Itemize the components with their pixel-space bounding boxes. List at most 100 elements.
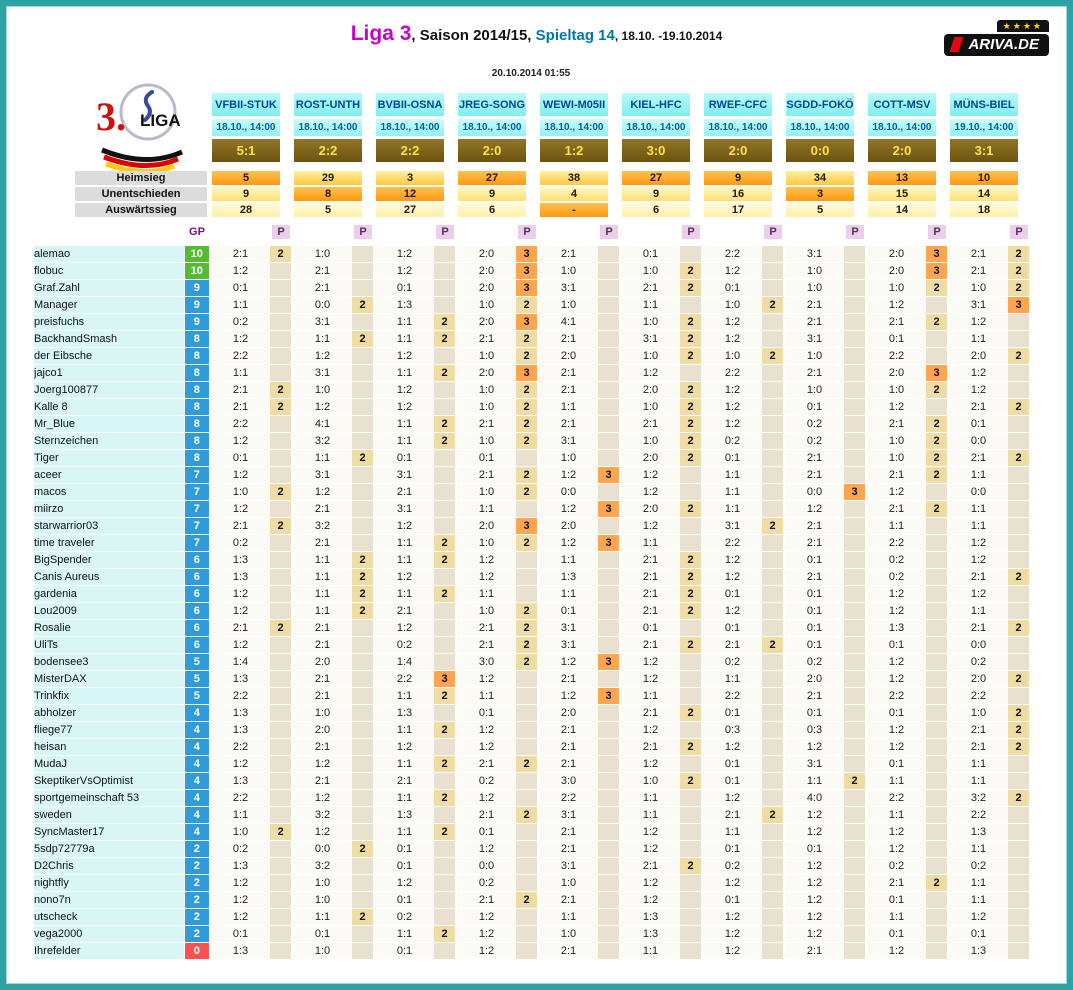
tip-points-cell [434, 704, 457, 722]
tip-cell: 1:2 [291, 823, 352, 841]
tip-cell: 1:1 [291, 908, 352, 926]
tip-cell: 0:2 [373, 908, 434, 926]
tip-cell: 1:1 [373, 755, 434, 773]
tip-points-cell: 2 [1008, 619, 1031, 637]
tip-points-cell [516, 585, 539, 603]
tip-cell: 1:2 [209, 262, 270, 280]
tip-cell: 1:0 [209, 483, 270, 501]
tip-cell: 3:1 [701, 517, 762, 535]
tip-cell: 1:0 [291, 874, 352, 892]
tip-cell: 1:3 [209, 551, 270, 569]
tip-cell: 0:2 [783, 432, 844, 450]
tip-cell: 0:1 [783, 619, 844, 637]
tip-cell: 1:1 [373, 432, 434, 450]
player-total-points: 4 [183, 806, 210, 824]
tip-cell: 0:2 [701, 653, 762, 671]
tip-points-cell [434, 517, 457, 535]
tip-points-cell [516, 857, 539, 875]
tip-points-cell [844, 840, 867, 858]
tip-points-cell [270, 908, 293, 926]
tip-cell: 1:2 [865, 602, 926, 620]
tip-points-cell [434, 398, 457, 416]
tip-cell: 0:1 [783, 398, 844, 416]
tip-points-cell: 2 [680, 857, 703, 875]
tip-cell: 2:1 [209, 619, 270, 637]
tip-points-cell: 2 [762, 296, 785, 314]
tip-cell: 2:0 [619, 449, 680, 467]
tip-cell: 0:2 [865, 568, 926, 586]
player-row: nightfly 2 1:2 1:0 1:2 0:2 1:0 1:2 1:2 1:2 2:1 2 1:1 [34, 874, 1031, 892]
tip-points-cell [844, 568, 867, 586]
tip-points-cell [1008, 330, 1031, 348]
tip-cell: 0:1 [701, 704, 762, 722]
tip-points-cell: 2 [680, 449, 703, 467]
tip-points-cell [1008, 381, 1031, 399]
tip-points-cell: 3 [926, 262, 949, 280]
tip-cell: 0:1 [701, 772, 762, 790]
tip-cell: 2:0 [947, 670, 1008, 688]
tip-cell: 0:2 [209, 534, 270, 552]
tip-cell: 1:2 [373, 874, 434, 892]
tip-cell: 2:1 [291, 687, 352, 705]
player-row: BigSpender 6 1:3 1:1 2 1:1 2 1:2 1:1 2:1 2 1:2 0:1 0:… [34, 551, 1031, 569]
tip-cell: 1:1 [455, 585, 516, 603]
tip-cell: 0:1 [701, 891, 762, 909]
tip-points-cell [926, 568, 949, 586]
tip-points-cell [926, 772, 949, 790]
tip-cell: 1:1 [373, 585, 434, 603]
tip-points-cell [598, 789, 621, 807]
tip-cell: 0:1 [947, 925, 1008, 943]
tip-points-cell [270, 262, 293, 280]
tip-cell: 3:1 [373, 500, 434, 518]
tip-cell: 1:2 [865, 585, 926, 603]
tip-cell: 2:1 [537, 381, 598, 399]
tip-points-cell [270, 891, 293, 909]
tip-points-cell [1008, 313, 1031, 331]
player-total-points: 6 [183, 551, 210, 569]
player-name: aceer [34, 466, 184, 484]
tip-cell: 0:3 [783, 721, 844, 739]
tip-cell: 0:1 [865, 636, 926, 654]
match-date: 18.10., 14:00 [786, 119, 854, 136]
tip-points-cell [598, 313, 621, 331]
tip-cell: 0:1 [783, 585, 844, 603]
tip-cell: 2:1 [619, 636, 680, 654]
tip-cell: 0:1 [209, 925, 270, 943]
match-code: JREG-SONG [458, 93, 526, 116]
tip-points-cell [1008, 466, 1031, 484]
tip-cell: 1:2 [209, 891, 270, 909]
tip-points-cell [762, 823, 785, 841]
tip-points-cell [270, 806, 293, 824]
player-row: vega2000 2 0:1 0:1 1:1 2 1:2 1:0 1:3 1:2 1:2 0:1 0:1 [34, 925, 1031, 943]
tip-cell: 1:3 [209, 857, 270, 875]
tip-points-cell: 2 [516, 755, 539, 773]
tip-cell: 2:2 [209, 347, 270, 365]
p-header: P [600, 225, 618, 239]
tip-points-cell: 2 [762, 517, 785, 535]
tip-points-cell: 2 [352, 840, 375, 858]
tip-cell: 1:1 [373, 330, 434, 348]
tip-cell: 0:1 [865, 891, 926, 909]
player-total-points: 6 [183, 568, 210, 586]
tip-cell: 2:2 [865, 534, 926, 552]
tip-points-cell [680, 687, 703, 705]
tip-cell: 0:1 [865, 925, 926, 943]
tip-points-cell [844, 364, 867, 382]
tip-cell: 0:2 [701, 432, 762, 450]
tip-cell: 1:1 [947, 874, 1008, 892]
tip-points-cell: 2 [762, 636, 785, 654]
tip-cell: 0:1 [373, 857, 434, 875]
tip-points-cell [598, 704, 621, 722]
tip-cell: 0:1 [947, 415, 1008, 433]
tip-points-cell: 2 [516, 636, 539, 654]
tip-cell: 2:1 [865, 500, 926, 518]
tip-cell: 2:1 [291, 500, 352, 518]
tip-cell: 2:1 [537, 364, 598, 382]
player-total-points: 2 [183, 874, 210, 892]
tip-points-cell: 3 [926, 364, 949, 382]
tip-cell: 1:1 [701, 670, 762, 688]
tip-points-cell [352, 347, 375, 365]
heimsieg-count: 13 [868, 171, 936, 185]
tip-cell: 1:2 [537, 466, 598, 484]
tip-cell: 2:1 [455, 806, 516, 824]
